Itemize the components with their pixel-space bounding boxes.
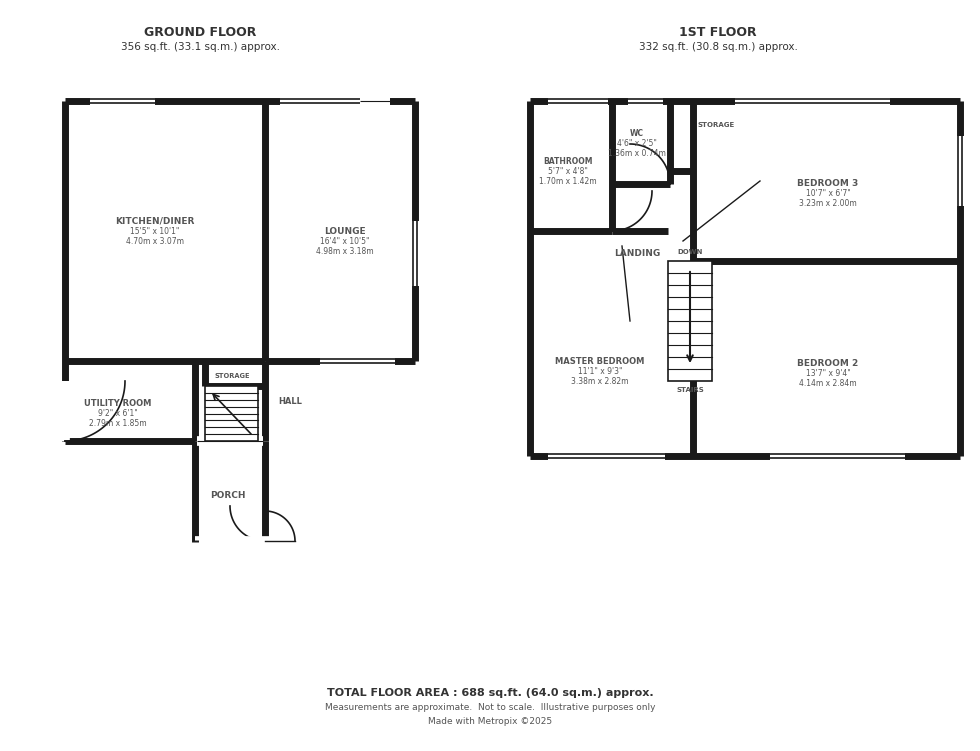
Text: 13'7" x 9'4": 13'7" x 9'4": [806, 369, 851, 378]
Text: 5'7" x 4'8": 5'7" x 4'8": [548, 167, 588, 176]
Text: 10'7" x 6'7": 10'7" x 6'7": [806, 189, 851, 198]
Text: TOTAL FLOOR AREA : 688 sq.ft. (64.0 sq.m.) approx.: TOTAL FLOOR AREA : 688 sq.ft. (64.0 sq.m…: [326, 688, 654, 698]
Text: STORAGE: STORAGE: [698, 122, 735, 128]
Text: WC: WC: [630, 128, 644, 137]
Text: GROUND FLOOR: GROUND FLOOR: [144, 26, 256, 40]
Text: LANDING: LANDING: [613, 249, 661, 258]
Text: Made with Metropix ©2025: Made with Metropix ©2025: [428, 716, 552, 725]
Text: MASTER BEDROOM: MASTER BEDROOM: [556, 357, 645, 366]
Text: 4.98m x 3.18m: 4.98m x 3.18m: [317, 246, 373, 255]
Text: HALL: HALL: [278, 397, 302, 406]
Text: DOWN: DOWN: [677, 249, 703, 255]
Text: 4'6" x 2'5": 4'6" x 2'5": [617, 138, 657, 147]
Text: BEDROOM 2: BEDROOM 2: [798, 358, 858, 367]
Text: LOUNGE: LOUNGE: [324, 227, 366, 236]
Text: 1ST FLOOR: 1ST FLOOR: [679, 26, 757, 40]
Text: BATHROOM: BATHROOM: [543, 156, 593, 165]
Text: 1.36m x 0.74m: 1.36m x 0.74m: [608, 149, 666, 158]
Bar: [668, 261, 712, 381]
Text: STORAGE: STORAGE: [215, 373, 250, 379]
Text: STAIRS: STAIRS: [676, 387, 704, 393]
Text: 2.79m x 1.85m: 2.79m x 1.85m: [89, 420, 147, 429]
Text: 15'5" x 10'1": 15'5" x 10'1": [130, 227, 179, 236]
Text: 4.14m x 2.84m: 4.14m x 2.84m: [799, 379, 857, 388]
Text: 16'4" x 10'5": 16'4" x 10'5": [320, 237, 369, 246]
Bar: [205, 386, 258, 441]
Text: 1.70m x 1.42m: 1.70m x 1.42m: [539, 176, 597, 185]
Text: 356 sq.ft. (33.1 sq.m.) approx.: 356 sq.ft. (33.1 sq.m.) approx.: [121, 42, 279, 52]
Text: 11'1" x 9'3": 11'1" x 9'3": [578, 366, 622, 376]
Text: BEDROOM 3: BEDROOM 3: [798, 179, 858, 188]
Text: 4.70m x 3.07m: 4.70m x 3.07m: [126, 237, 184, 246]
Text: UTILITY ROOM: UTILITY ROOM: [84, 400, 152, 409]
Text: 3.38m x 2.82m: 3.38m x 2.82m: [571, 376, 629, 385]
Text: 332 sq.ft. (30.8 sq.m.) approx.: 332 sq.ft. (30.8 sq.m.) approx.: [639, 42, 798, 52]
Text: KITCHEN/DINER: KITCHEN/DINER: [116, 216, 195, 225]
Text: Measurements are approximate.  Not to scale.  Illustrative purposes only: Measurements are approximate. Not to sca…: [324, 704, 656, 713]
Text: 9'2" x 6'1": 9'2" x 6'1": [98, 409, 138, 418]
Text: 3.23m x 2.00m: 3.23m x 2.00m: [799, 198, 857, 207]
Text: PORCH: PORCH: [211, 491, 246, 500]
